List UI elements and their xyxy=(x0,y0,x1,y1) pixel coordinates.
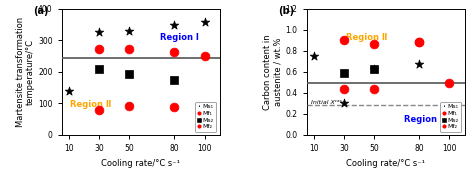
Text: Region Ⅰ: Region Ⅰ xyxy=(404,115,443,124)
Point xyxy=(171,78,178,81)
Point xyxy=(310,55,318,57)
X-axis label: Cooling rate/°C s⁻¹: Cooling rate/°C s⁻¹ xyxy=(346,158,425,167)
Y-axis label: Carbon content in
austenite / wt.%: Carbon content in austenite / wt.% xyxy=(263,34,283,110)
Point xyxy=(371,67,378,70)
Point xyxy=(95,48,103,51)
Point xyxy=(340,71,348,74)
Point xyxy=(171,51,178,54)
Point xyxy=(126,30,133,33)
Text: (a): (a) xyxy=(33,6,49,16)
Point xyxy=(95,109,103,112)
Point xyxy=(340,87,348,90)
Point xyxy=(126,48,133,51)
Point xyxy=(95,67,103,70)
Point xyxy=(446,82,453,85)
Point xyxy=(171,24,178,26)
Point xyxy=(416,63,423,66)
Text: Region Ⅱ: Region Ⅱ xyxy=(70,100,111,109)
Text: Region Ⅱ: Region Ⅱ xyxy=(346,33,387,42)
Point xyxy=(95,31,103,34)
Legend: Ms₁, Mf₁, Ms₂, Mf₂: Ms₁, Mf₁, Ms₂, Mf₂ xyxy=(195,102,217,132)
Point xyxy=(371,87,378,90)
Point xyxy=(371,67,378,70)
Point xyxy=(201,55,209,57)
Point xyxy=(171,106,178,108)
Point xyxy=(340,39,348,42)
Point xyxy=(340,102,348,105)
Text: Region Ⅰ: Region Ⅰ xyxy=(160,33,199,42)
Point xyxy=(371,43,378,46)
Legend: Ms₁, Mf₁, Ms₂, Mf₂: Ms₁, Mf₁, Ms₂, Mf₂ xyxy=(440,102,461,132)
Text: (b): (b) xyxy=(278,6,294,16)
Text: Initial Xᶜᵃˢ: Initial Xᶜᵃˢ xyxy=(311,101,342,106)
Y-axis label: Martensite transformation
temperature/°C: Martensite transformation temperature/°C xyxy=(16,17,35,127)
Point xyxy=(65,89,73,92)
X-axis label: Cooling rate/°C s⁻¹: Cooling rate/°C s⁻¹ xyxy=(101,158,180,167)
Point xyxy=(446,107,453,110)
Point xyxy=(416,41,423,44)
Point xyxy=(126,73,133,75)
Point xyxy=(201,21,209,23)
Point xyxy=(416,41,423,44)
Point xyxy=(126,104,133,107)
